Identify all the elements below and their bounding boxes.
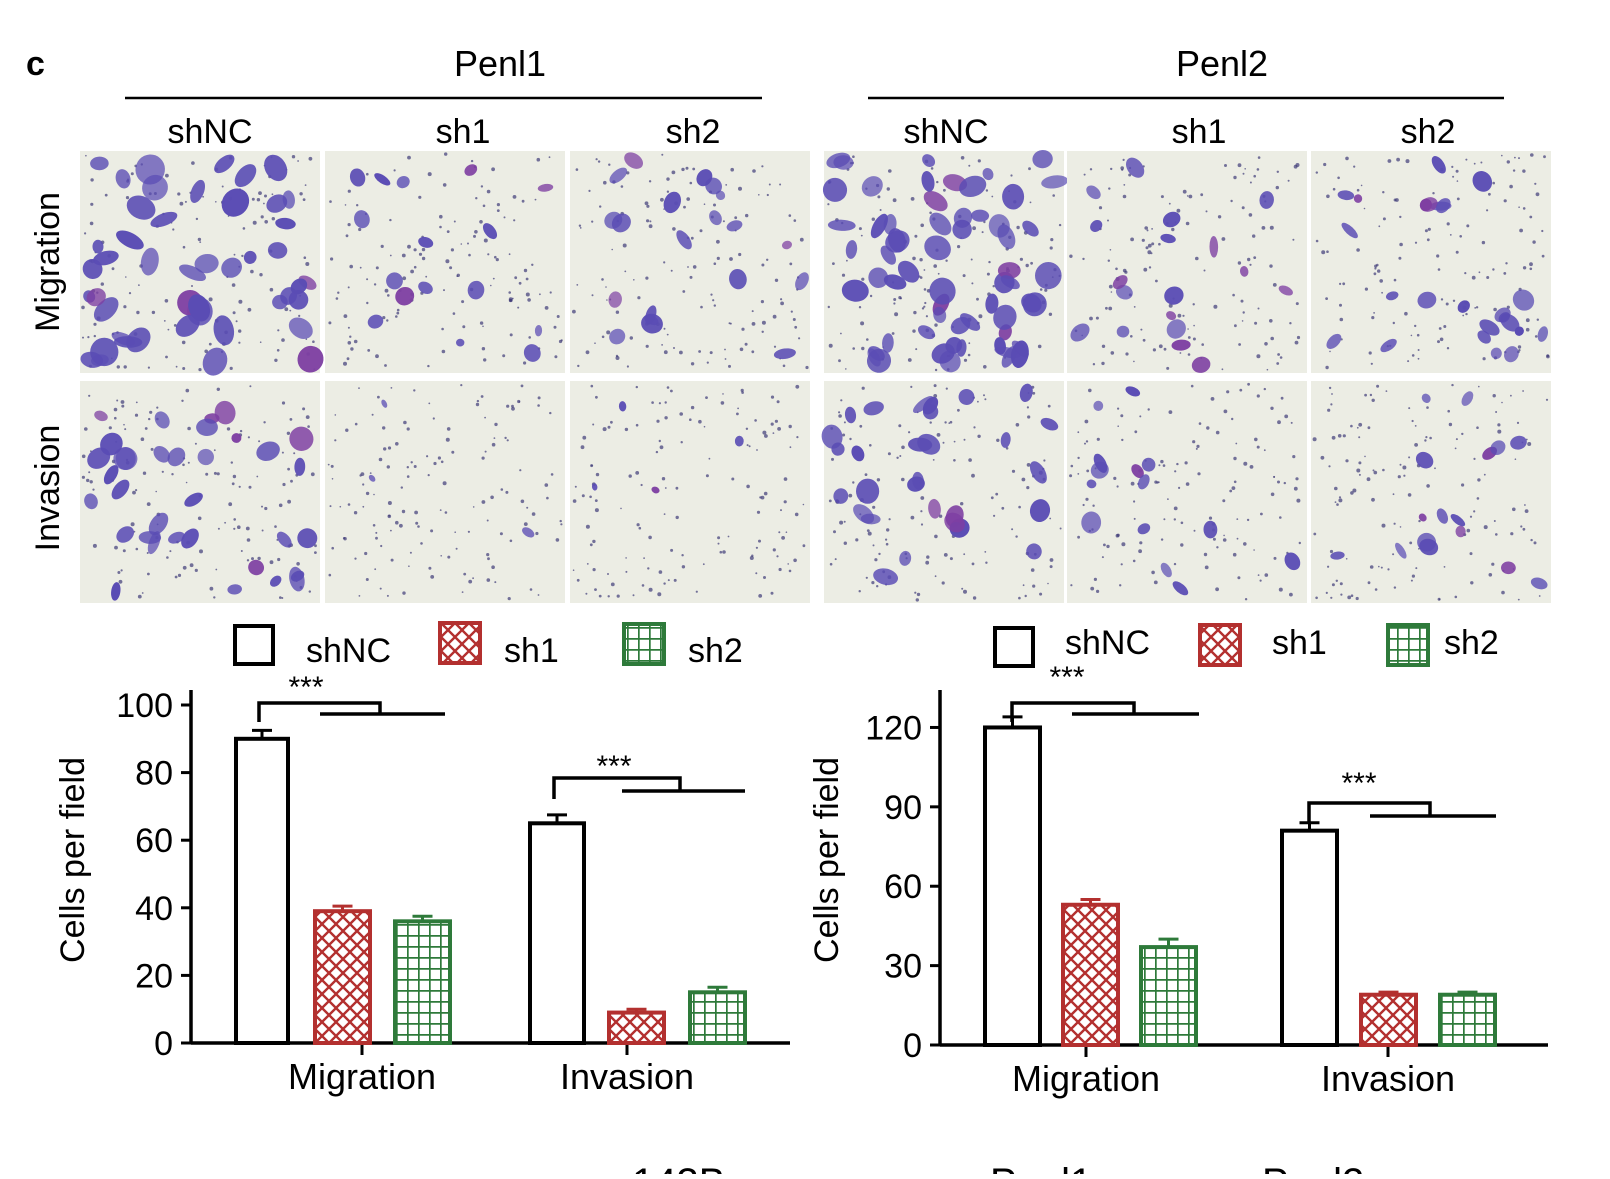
col-label-penl1-shnc: shNC: [167, 113, 252, 151]
x-tick-label-migration: Migration: [1012, 1058, 1160, 1099]
significance-bracket: [552, 776, 682, 799]
y-tick-label: 60: [135, 822, 173, 860]
bar-migration-sh1: [1061, 902, 1120, 1047]
bar-migration-sh1: [313, 909, 372, 1045]
significance-label: ***: [1049, 661, 1084, 694]
col-label-penl1-sh2: sh2: [666, 113, 721, 151]
micrograph-invasion-penl1-sh2: [570, 381, 810, 603]
x-tick-label-invasion: Invasion: [560, 1056, 694, 1097]
legend-label-sh2: sh2: [1444, 624, 1499, 662]
micrograph-invasion-penl1-sh1: [325, 381, 565, 603]
legend-swatch-sh1: [438, 621, 482, 665]
micrograph-migration-penl2-sh1: [1067, 151, 1307, 373]
micrograph-migration-penl1-shnc: [80, 151, 324, 376]
significance-bracket: [1010, 701, 1136, 722]
bar-chart-penl2: 0 30 60 90 120 Cells per field Migration Invasi…: [808, 661, 1548, 1099]
row-label-migration: Migration: [29, 192, 67, 332]
y-tick-label: 40: [135, 890, 173, 928]
group-title-penl2: Penl2: [1176, 43, 1268, 84]
y-tick-label: 120: [865, 709, 922, 747]
col-label-penl1-sh1: sh1: [436, 113, 491, 151]
micrograph-invasion-penl1-shnc: [80, 381, 320, 603]
y-tick-label: 0: [154, 1025, 173, 1063]
bar-migration-shnc: [983, 725, 1042, 1047]
significance-bracket: [1307, 801, 1432, 824]
x-tick-label-invasion: Invasion: [1321, 1058, 1455, 1099]
legend-right: shNC sh1 sh2: [993, 623, 1499, 668]
legend-swatch-sh2: [622, 622, 666, 666]
y-tick-label: 90: [884, 789, 922, 827]
micrograph-migration-penl2-sh2: [1311, 151, 1551, 373]
micrograph-invasion-penl2-shnc: [821, 381, 1064, 603]
legend-swatch-shnc: [233, 624, 275, 666]
y-tick-label: 60: [884, 868, 922, 906]
bar-migration-sh2: [1139, 945, 1198, 1047]
significance-label: ***: [288, 671, 323, 704]
bar-invasion-sh1: [607, 1010, 666, 1046]
y-tick-label: 100: [116, 687, 173, 725]
y-tick-label: 30: [884, 948, 922, 986]
legend-label-sh2: sh2: [688, 632, 743, 670]
col-label-penl2-sh1: sh1: [1172, 113, 1227, 151]
y-tick-label: 20: [135, 957, 173, 995]
y-axis-label: Cells per field: [808, 757, 846, 963]
bar-invasion-sh2: [1438, 992, 1497, 1048]
col-label-penl2-shnc: shNC: [903, 113, 988, 151]
micrograph-migration-penl1-sh2: [570, 151, 810, 373]
bar-invasion-shnc: [1280, 828, 1339, 1048]
panel-label: c: [26, 45, 45, 83]
legend-label-shnc: shNC: [1065, 624, 1150, 662]
legend-label-sh1: sh1: [504, 632, 559, 670]
micrograph-invasion-penl2-sh1: [1067, 381, 1307, 603]
bar-migration-sh2: [393, 919, 452, 1046]
y-tick-label: 0: [903, 1027, 922, 1065]
bottom-label-penl2: Penl2: [1262, 1161, 1364, 1174]
legend-swatch-shnc: [993, 626, 1035, 668]
micrograph-invasion-penl2-sh2: [1311, 381, 1551, 603]
micrograph-grid: [80, 149, 1551, 603]
bar-invasion-shnc: [528, 821, 586, 1045]
legend-label-shnc: shNC: [306, 632, 391, 670]
bottom-label-143b: 143B: [632, 1161, 725, 1174]
bar-migration-shnc: [234, 736, 290, 1045]
x-tick-label-migration: Migration: [288, 1056, 436, 1097]
significance-label: ***: [1341, 767, 1376, 800]
micrograph-migration-penl2-shnc: [822, 149, 1068, 373]
bar-invasion-sh1: [1359, 992, 1418, 1048]
bar-chart-penl1: 0 20 40 60 80 100 Cells per field Migration Inva…: [54, 671, 790, 1097]
legend-swatch-sh1: [1198, 623, 1242, 667]
y-axis-label: Cells per field: [54, 757, 92, 963]
bar-invasion-sh2: [688, 990, 747, 1045]
micrograph-migration-penl1-sh1: [325, 151, 565, 373]
group-title-penl1: Penl1: [454, 43, 546, 84]
legend-swatch-sh2: [1386, 623, 1430, 667]
col-label-penl2-sh2: sh2: [1401, 113, 1456, 151]
legend-left: shNC sh1 sh2: [233, 621, 743, 670]
y-tick-label: 80: [135, 755, 173, 793]
significance-bracket: [257, 701, 382, 722]
significance-label: ***: [596, 750, 631, 783]
bottom-label-penl1: Penl1: [990, 1161, 1092, 1174]
row-label-invasion: Invasion: [29, 425, 67, 552]
legend-label-sh1: sh1: [1272, 624, 1327, 662]
